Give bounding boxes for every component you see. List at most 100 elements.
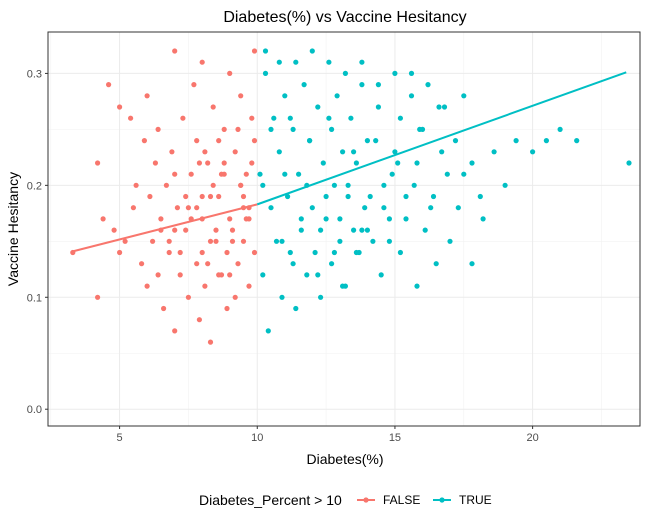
data-point	[144, 283, 150, 289]
data-point	[574, 138, 580, 144]
data-point	[251, 138, 258, 144]
data-point	[268, 205, 274, 211]
data-point	[166, 238, 172, 244]
data-point	[502, 182, 508, 188]
data-point	[111, 227, 117, 233]
data-point	[298, 216, 304, 222]
legend: Diabetes_Percent > 10 FALSE TRUE	[199, 492, 492, 508]
data-point	[188, 171, 194, 177]
data-point	[240, 238, 247, 244]
data-point	[447, 238, 453, 244]
data-point	[408, 70, 415, 76]
data-point	[312, 249, 318, 256]
data-point	[441, 104, 448, 110]
data-point	[246, 216, 252, 222]
data-point	[351, 227, 357, 233]
data-point	[337, 216, 343, 222]
data-point	[117, 104, 123, 110]
data-point	[260, 272, 266, 278]
data-point	[155, 272, 161, 278]
legend-entry-false: FALSE	[357, 493, 420, 507]
data-point	[199, 59, 205, 65]
data-point	[414, 160, 420, 166]
data-point	[359, 82, 365, 88]
data-points	[70, 48, 632, 345]
data-point	[150, 238, 156, 244]
data-point	[271, 115, 277, 121]
data-point	[439, 149, 445, 155]
data-point	[177, 249, 183, 256]
data-point	[513, 138, 519, 144]
trend-lines	[72, 71, 627, 253]
y-axis-ticks: 0.0 0.1 0.2 0.3	[27, 68, 48, 416]
data-point	[331, 249, 337, 256]
data-point	[210, 104, 216, 110]
data-point	[287, 249, 293, 256]
legend-key-point-true	[439, 497, 445, 503]
data-point	[433, 261, 439, 267]
data-point	[530, 149, 536, 155]
data-point	[381, 182, 387, 188]
x-tick-label: 15	[389, 432, 401, 444]
data-point	[428, 205, 434, 211]
data-point	[359, 59, 365, 65]
data-point	[290, 261, 296, 267]
data-point	[185, 205, 191, 211]
data-point	[403, 216, 409, 222]
data-point	[144, 93, 150, 99]
data-point	[337, 238, 343, 244]
data-point	[417, 126, 423, 132]
data-point	[444, 171, 450, 177]
data-point	[334, 93, 340, 99]
data-point	[290, 126, 296, 132]
data-point	[422, 227, 428, 233]
data-point	[235, 261, 241, 267]
data-point	[207, 339, 214, 345]
data-point	[133, 182, 139, 188]
data-point	[141, 138, 147, 144]
data-point	[403, 193, 409, 200]
data-point	[196, 317, 202, 323]
data-point	[227, 272, 233, 278]
data-point	[205, 261, 211, 267]
data-point	[268, 126, 274, 132]
data-point	[106, 82, 112, 88]
data-point	[323, 216, 329, 222]
trend-line-false	[72, 203, 258, 253]
data-point	[318, 294, 324, 300]
data-point	[172, 328, 178, 334]
data-point	[249, 115, 255, 121]
data-point	[469, 160, 475, 166]
trend-line-true	[256, 71, 627, 206]
data-point	[342, 70, 348, 76]
data-point	[430, 193, 437, 200]
data-point	[282, 171, 288, 177]
data-point	[340, 149, 346, 155]
data-point	[389, 171, 395, 177]
data-point	[260, 182, 266, 188]
data-point	[408, 93, 415, 99]
data-point	[235, 126, 241, 132]
legend-label-true: TRUE	[459, 493, 492, 507]
data-point	[326, 59, 332, 65]
data-point	[364, 227, 370, 233]
data-point	[174, 205, 180, 211]
data-point	[202, 149, 208, 155]
data-point	[232, 294, 238, 300]
data-point	[397, 249, 403, 256]
data-point	[95, 294, 101, 300]
grid-lines	[48, 32, 640, 426]
data-point	[392, 149, 398, 155]
data-point	[246, 283, 252, 289]
data-point	[194, 138, 200, 144]
data-point	[285, 193, 291, 200]
data-point	[425, 82, 431, 88]
data-point	[251, 249, 258, 256]
data-point	[455, 205, 461, 211]
series-false	[70, 48, 258, 345]
data-point	[279, 238, 285, 244]
legend-entry-true: TRUE	[433, 493, 492, 507]
y-tick-label: 0.0	[27, 404, 42, 416]
data-point	[375, 82, 381, 88]
